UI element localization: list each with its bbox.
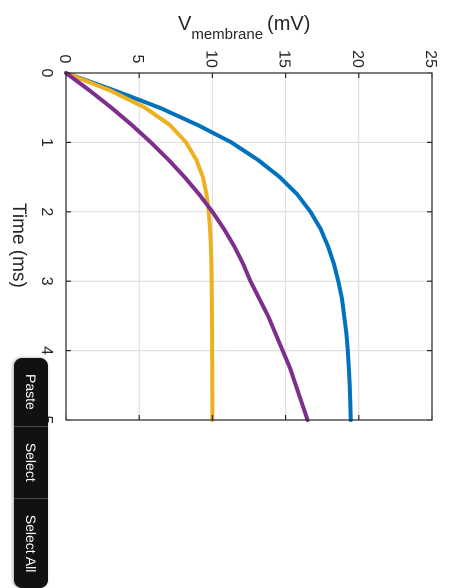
edit-menu: Paste Select Select All — [14, 358, 48, 588]
tick-label-voltage: 20 — [349, 50, 366, 68]
tick-label-voltage: 5 — [129, 55, 146, 64]
series-line-3 — [64, 71, 310, 422]
series-group — [64, 71, 353, 422]
tick-label-voltage: 10 — [202, 50, 219, 68]
series-line-1 — [64, 71, 353, 422]
axes — [65, 72, 433, 421]
tick-label-time: 1 — [38, 138, 55, 147]
tick-label-voltage: 25 — [422, 50, 439, 68]
tick-label-time: 2 — [38, 207, 55, 216]
grid-lines — [66, 73, 432, 420]
y-axis-label: Vmembrane (mV) — [178, 13, 310, 43]
tick-label-voltage: 0 — [56, 55, 73, 64]
chart-canvas: 0510152025012345 Vmembrane(mV) Time (ms) — [8, 13, 439, 425]
select-menu-item[interactable]: Select — [23, 442, 39, 482]
tick-label-time: 0 — [38, 69, 55, 78]
tick-label-time: 4 — [38, 346, 55, 355]
paste-menu-item[interactable]: Paste — [23, 374, 39, 410]
tick-label-time: 3 — [38, 277, 55, 286]
x-axis-label: Time (ms) — [8, 203, 29, 288]
select-all-menu-item[interactable]: Select All — [23, 514, 39, 573]
series-line-2 — [64, 71, 215, 422]
plot-box — [65, 72, 433, 421]
tick-labels: 0510152025012345 — [38, 50, 439, 424]
tick-label-voltage: 15 — [276, 50, 293, 68]
